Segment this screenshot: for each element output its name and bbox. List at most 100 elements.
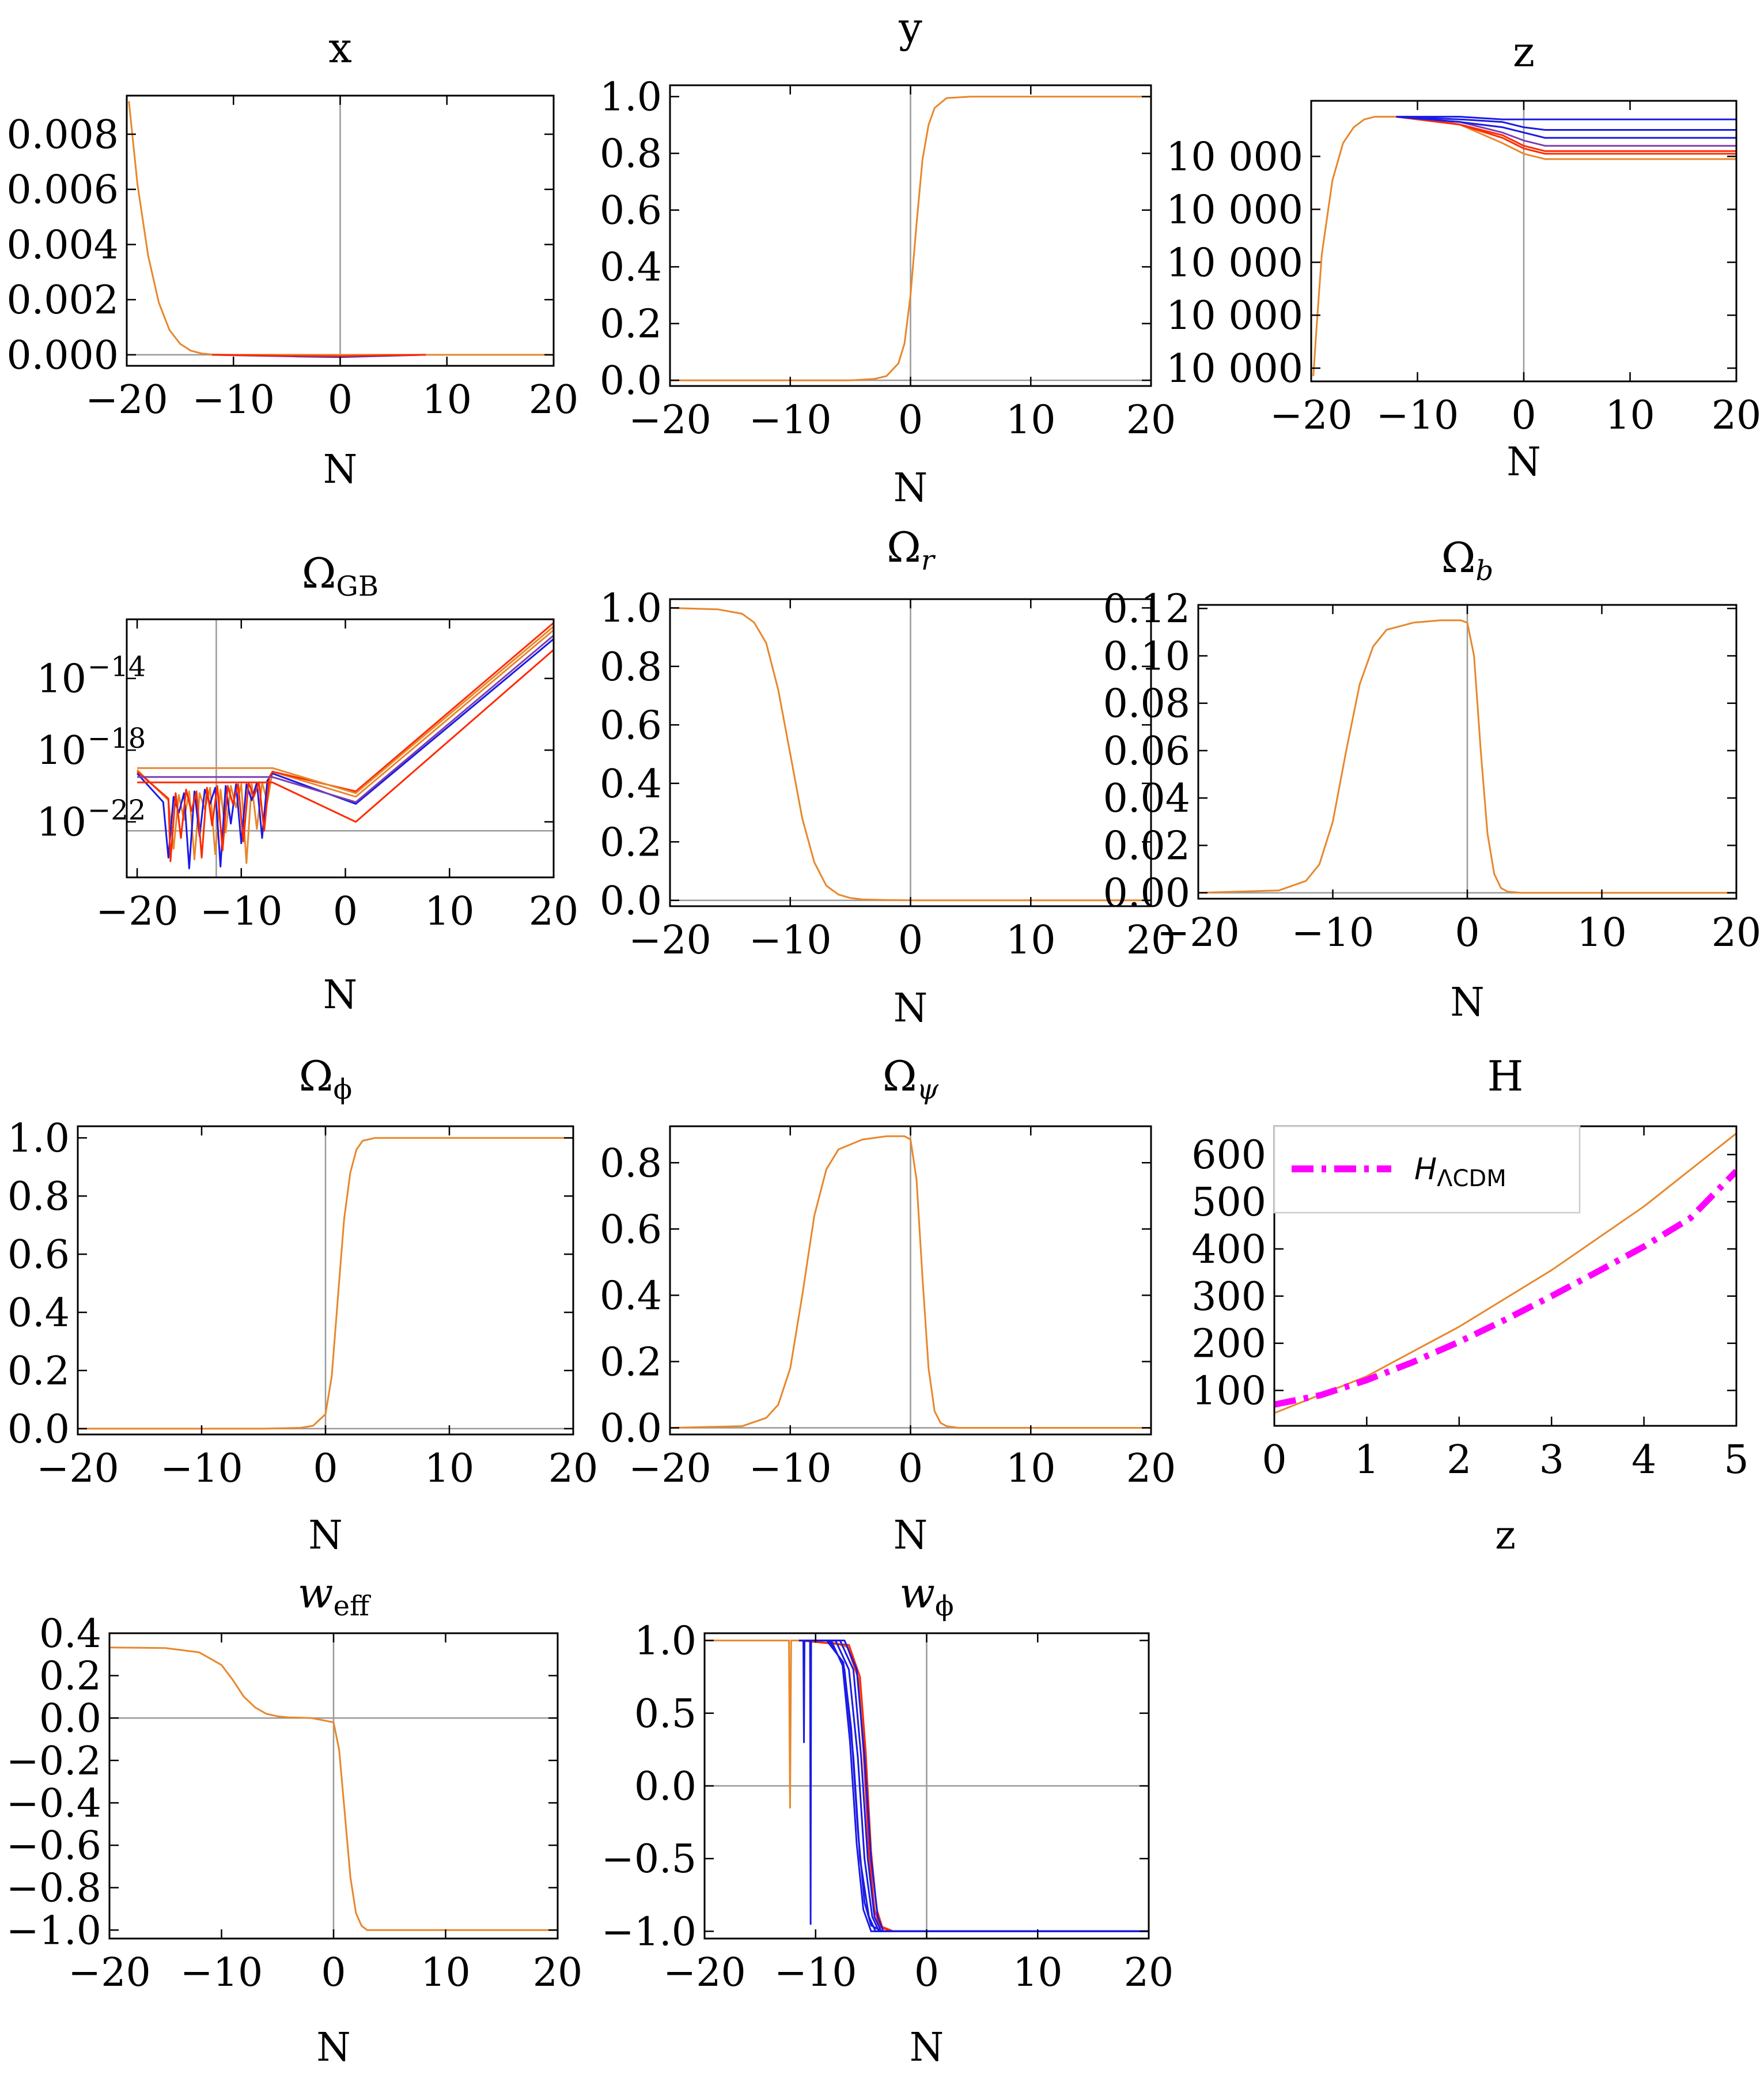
x-axis-label: N [323,972,358,1018]
y-tick-label: 0.4 [600,1273,662,1319]
series-group [670,607,1151,902]
y-tick-label: 0.02 [1103,823,1190,869]
y-tick-label: 10 [36,800,86,846]
x-tick-label: 20 [1712,910,1762,956]
x-tick-label: −20 [663,1950,746,1996]
x-tick-label: −20 [1157,910,1240,956]
y-tick-label: 400 [1191,1227,1266,1273]
panel-title: Ωψ [883,1052,940,1106]
x-tick-label: −10 [749,398,832,443]
x-tick-label: −10 [749,918,832,963]
x-tick-label: 10 [1006,1446,1056,1492]
y-tick-label: 0.0 [600,879,662,924]
legend: HΛCDM [1273,1125,1581,1214]
x-tick-label: 20 [1124,1950,1174,1996]
y-tick-exponent: −22 [88,794,146,827]
x-tick-label: 3 [1539,1437,1564,1483]
y-tick-label: 10 [36,728,86,774]
x-tick-label: 0 [1455,910,1479,956]
y-tick-label: 10 000 [1166,187,1303,233]
y-tick-exponent: −18 [88,722,146,755]
series-group [128,101,554,358]
x-tick-label: −20 [629,1446,711,1492]
x-tick-label: 20 [529,889,579,934]
y-tick-label: 0.4 [600,245,662,290]
x-tick-label: 0 [321,1950,346,1996]
panel-title: Ωr [887,523,936,577]
x-tick-label: 0 [898,1446,923,1492]
x-tick-label: −20 [96,889,179,934]
x-tick-label: 0 [333,889,358,934]
y-tick-label: 600 [1191,1133,1266,1178]
panel-5: −20 −10 0 10 20 0.0 0.2 0.4 0.6 0.8 1.0 Ωr N [600,523,1176,1031]
series-line-3 [212,354,426,357]
y-tick-label: 1.0 [7,1116,70,1161]
x-tick-label: −10 [180,1950,263,1996]
series-line-8 [815,1640,1149,1932]
x-tick-label: 20 [533,1950,583,1996]
x-tick-label: −20 [68,1950,151,1996]
y-tick-label: 0.00 [1103,871,1190,917]
plot-frame [126,618,555,879]
series-line-1 [670,96,1151,381]
series-line-1 [128,101,554,356]
y-tick-label: 0.10 [1103,634,1190,679]
series-group [109,1646,558,1931]
series-group [78,1137,573,1430]
y-tick-label: 0.8 [600,1141,662,1186]
panel-3: −20 −10 0 10 20 10 000 10 000 10 000 10 000 10 00… [1166,28,1761,485]
legend-label: HΛCDM [1414,1152,1506,1192]
series-line-7 [815,1640,1149,1932]
y-tick-label: 300 [1191,1274,1266,1320]
y-tick-label: 10 000 [1166,240,1303,286]
x-tick-label: −10 [160,1446,243,1492]
x-tick-label: 20 [1126,918,1176,963]
x-tick-label: 10 [1006,398,1056,443]
x-tick-label: 0 [1262,1437,1286,1483]
y-tick-label: 0.4 [39,1611,101,1657]
y-tick-label: 0.4 [7,1290,70,1336]
x-tick-label: 20 [1126,1446,1176,1492]
y-tick-label: 0.8 [600,131,662,177]
y-tick-label: 10 000 [1166,346,1303,392]
series-line-5 [137,649,554,823]
x-tick-label: −10 [192,377,275,423]
x-axis-label: N [910,2025,944,2070]
y-tick-label: 0.06 [1103,729,1190,774]
panel-title: y [898,3,922,52]
series-line-5 [1396,116,1736,139]
y-tick-label: −0.4 [6,1781,101,1826]
x-tick-label: 20 [548,1446,599,1492]
series-line-6 [137,626,554,794]
x-tick-label: 20 [1126,398,1176,443]
x-tick-label: 10 [425,1446,475,1492]
x-tick-label: −10 [1376,393,1459,438]
panel-2: −20 −10 0 10 20 0.0 0.2 0.4 0.6 0.8 1.0 y N [600,3,1176,511]
panel-7: −20 −10 0 10 20 0.0 0.2 0.4 0.6 0.8 1.0 Ωϕ N [7,1052,598,1558]
y-tick-label: 0.8 [7,1174,70,1220]
x-tick-label: −20 [629,918,711,963]
x-tick-label: 0 [313,1446,338,1492]
x-tick-label: 10 [1577,910,1627,956]
x-axis-label: N [316,2025,351,2070]
y-tick-label: 1.0 [600,586,662,631]
x-tick-label: −20 [629,398,711,443]
x-tick-label: 0 [1511,393,1536,438]
panel-title: x [328,24,352,72]
series-group [670,1135,1151,1429]
x-tick-label: 0 [898,398,923,443]
y-tick-label: 0.2 [600,302,662,347]
panel-11: −20 −10 0 10 20 1.0 0.5 0.0 −0.5 −1.0 wϕ N [601,1569,1174,2070]
x-axis-label: N [894,465,928,511]
x-tick-label: 10 [425,889,475,934]
panel-title: Ωϕ [299,1052,352,1106]
series-group [1274,1133,1736,1414]
y-tick-label: 500 [1191,1180,1266,1225]
series-line-3 [137,622,554,862]
y-tick-label: 10 000 [1166,293,1303,339]
series-line-4 [137,634,554,803]
x-tick-label: −20 [1270,393,1353,438]
x-tick-label: −10 [774,1950,857,1996]
